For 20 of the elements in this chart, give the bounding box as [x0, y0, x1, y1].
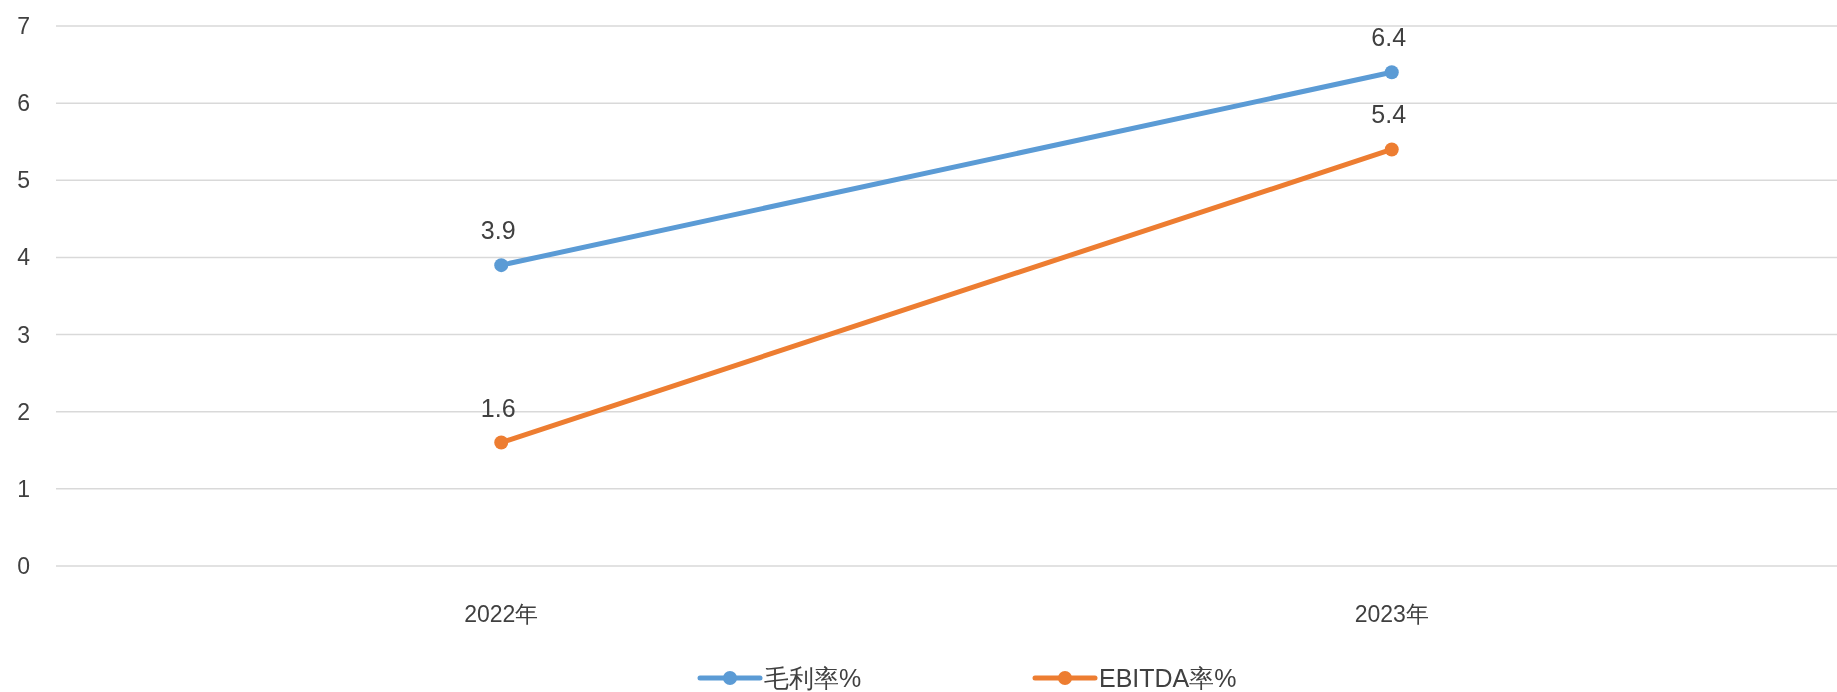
data-label: 5.4 [1371, 100, 1407, 129]
point [1384, 142, 1399, 157]
y-tick-label: 3 [17, 321, 30, 348]
point [494, 258, 509, 273]
y-tick-label: 4 [17, 244, 31, 271]
data-label: 1.6 [480, 393, 516, 422]
point [1384, 65, 1399, 80]
y-tick-label: 0 [17, 553, 30, 579]
y-tick-label: 5 [17, 167, 30, 194]
x-tick-label: 2023年 [1354, 601, 1429, 627]
data-label: 6.4 [1371, 23, 1407, 52]
y-tick-label: 7 [17, 13, 30, 39]
y-tick-label: 1 [17, 475, 30, 502]
legend-label: 毛利率% [764, 664, 862, 692]
y-tick-label: 2 [17, 398, 30, 425]
data-label: 3.9 [480, 216, 516, 245]
y-tick-label: 6 [17, 90, 30, 117]
x-tick-label: 2022年 [464, 601, 539, 627]
legend-label: EBITDA率% [1099, 664, 1237, 692]
point [494, 435, 509, 450]
